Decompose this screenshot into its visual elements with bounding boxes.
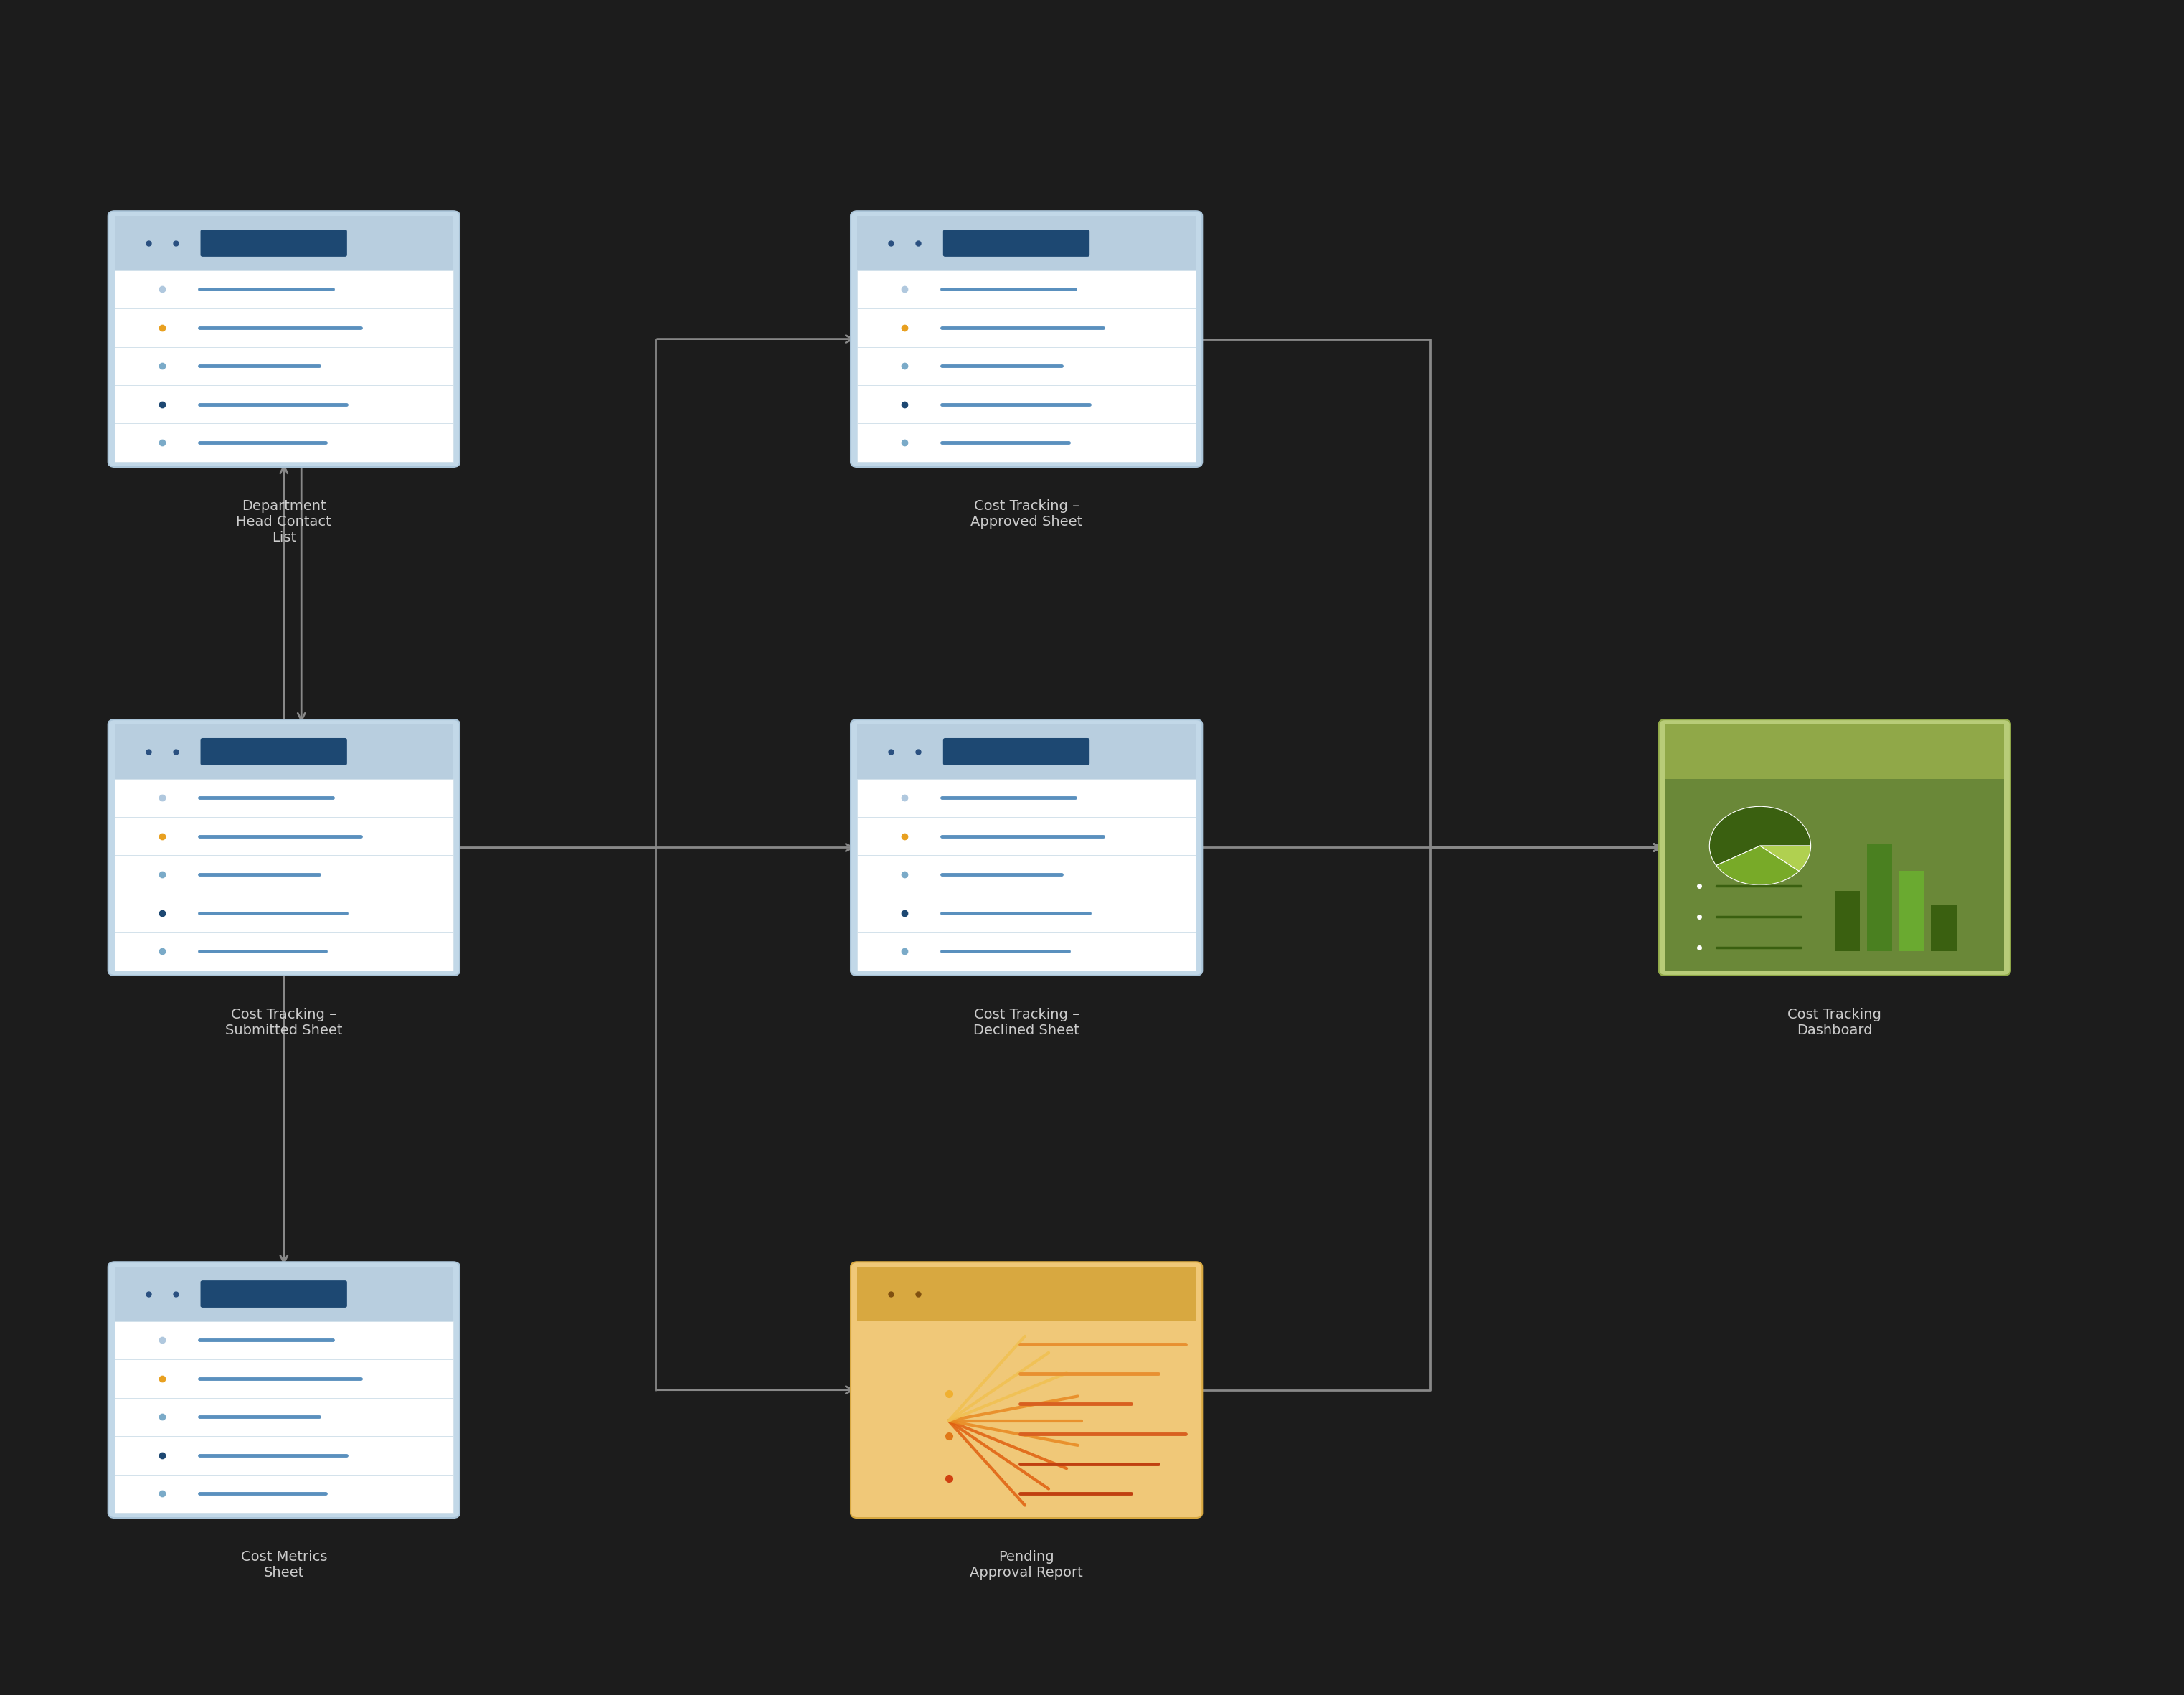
Bar	[856, 270, 1197, 308]
Bar	[1835, 892, 1861, 951]
Bar	[116, 725, 454, 778]
Bar	[1931, 903, 1957, 951]
Text: Cost Tracking –
Declined Sheet: Cost Tracking – Declined Sheet	[974, 1007, 1079, 1037]
Bar	[856, 856, 1197, 893]
Text: Cost Tracking
Dashboard: Cost Tracking Dashboard	[1789, 1007, 1880, 1037]
Bar	[856, 1268, 1197, 1320]
Bar	[116, 270, 454, 308]
FancyBboxPatch shape	[109, 210, 461, 466]
Bar	[116, 347, 454, 385]
Bar	[116, 817, 454, 856]
FancyBboxPatch shape	[1660, 719, 2011, 976]
Bar	[856, 385, 1197, 424]
Bar	[116, 1436, 454, 1475]
Bar	[116, 893, 454, 932]
FancyBboxPatch shape	[109, 1261, 461, 1519]
Bar	[856, 347, 1197, 385]
Bar	[856, 932, 1197, 970]
Text: Cost Tracking –
Approved Sheet: Cost Tracking – Approved Sheet	[970, 498, 1083, 529]
Bar	[116, 856, 454, 893]
FancyBboxPatch shape	[852, 210, 1201, 466]
Text: Pending
Approval Report: Pending Approval Report	[970, 1549, 1083, 1580]
Bar	[116, 1475, 454, 1512]
Text: Cost Metrics
Sheet: Cost Metrics Sheet	[240, 1549, 328, 1580]
Wedge shape	[1717, 846, 1800, 885]
Bar	[856, 424, 1197, 461]
Bar	[1666, 778, 2005, 970]
Bar	[1867, 844, 1891, 951]
FancyBboxPatch shape	[852, 719, 1201, 976]
Bar	[1898, 871, 1924, 951]
Bar	[116, 215, 454, 270]
Wedge shape	[1760, 846, 1811, 871]
Bar	[116, 778, 454, 817]
Bar	[116, 1320, 454, 1359]
Bar	[856, 893, 1197, 932]
FancyBboxPatch shape	[201, 737, 347, 764]
Bar	[856, 778, 1197, 817]
Bar	[116, 1398, 454, 1436]
Bar	[1666, 725, 2005, 778]
Bar	[856, 817, 1197, 856]
FancyBboxPatch shape	[943, 737, 1090, 764]
FancyBboxPatch shape	[852, 1261, 1201, 1519]
Bar	[856, 215, 1197, 270]
Bar	[116, 385, 454, 424]
FancyBboxPatch shape	[109, 719, 461, 976]
Bar	[856, 308, 1197, 347]
Wedge shape	[1710, 807, 1811, 866]
FancyBboxPatch shape	[201, 1280, 347, 1307]
Bar	[116, 424, 454, 461]
FancyBboxPatch shape	[943, 229, 1090, 256]
Bar	[856, 725, 1197, 778]
Bar	[116, 308, 454, 347]
FancyBboxPatch shape	[201, 229, 347, 256]
Bar	[116, 1268, 454, 1320]
Text: Department
Head Contact
List: Department Head Contact List	[236, 498, 332, 544]
Bar	[116, 1359, 454, 1398]
Text: Cost Tracking –
Submitted Sheet: Cost Tracking – Submitted Sheet	[225, 1007, 343, 1037]
Bar	[116, 932, 454, 970]
